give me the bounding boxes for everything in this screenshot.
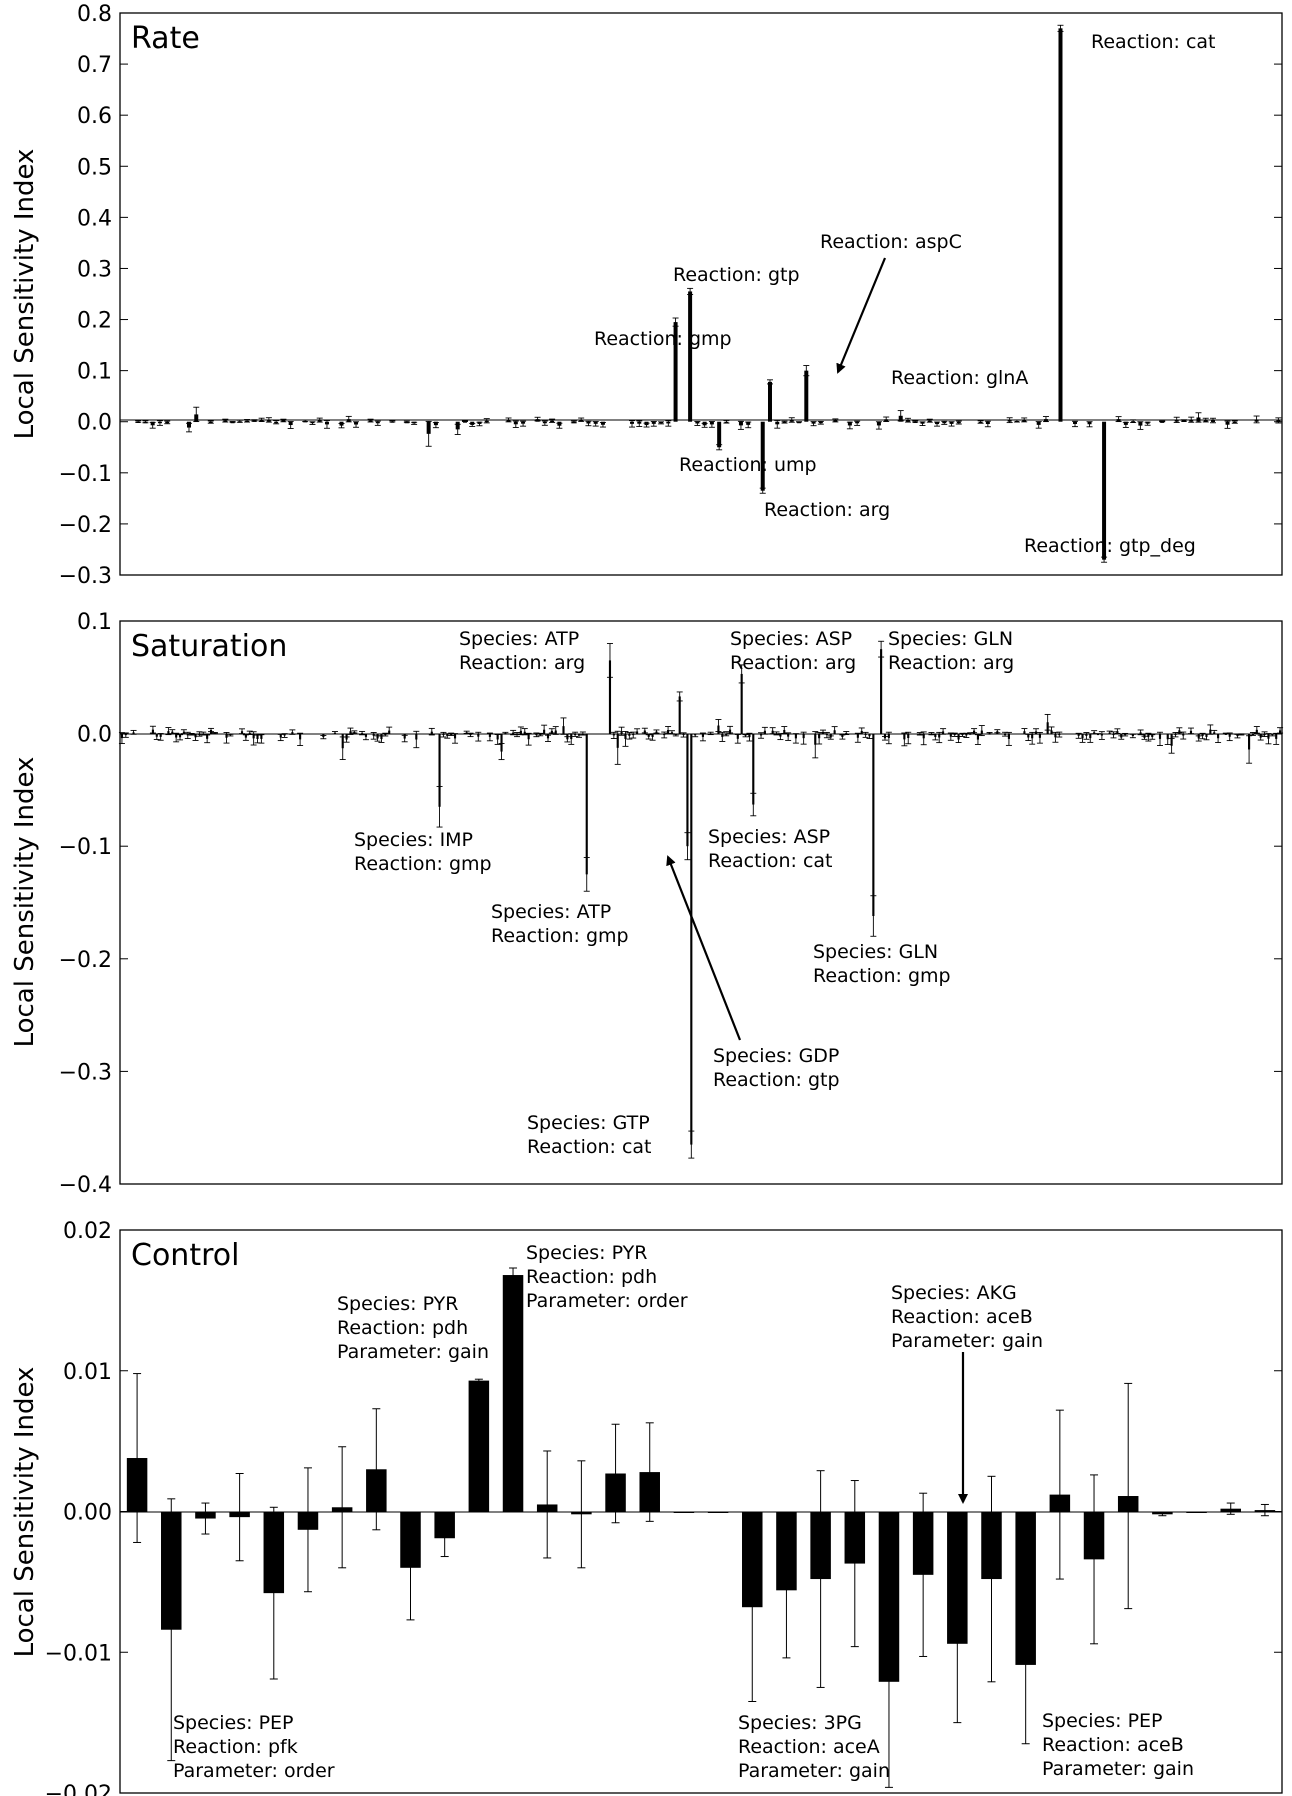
bar [468,1380,490,1512]
control-y-ticks: 0.02 0.01 0.00 −0.01 −0.02 [45,1219,1282,1796]
y-tick-label: −0.4 [59,1173,112,1198]
y-tick-label: 0.3 [77,257,112,282]
bar-annotation: Species: ATP Reaction: gmp [491,901,629,947]
bar [752,733,755,805]
y-tick-label: 0.2 [77,309,112,334]
bar [883,733,887,739]
bar-annotation: Species: PYR Reaction: pdh Parameter: orde… [526,1242,688,1312]
y-tick-label: 0.00 [63,1501,112,1526]
y-tick-label: −0.1 [59,462,112,487]
rate-y-axis-label: Local Sensitivity Index [10,149,40,440]
control-panel: Species: PYR Reaction: pdh Parameter: orde… [10,1219,1283,1796]
bar [880,649,883,734]
rate-panel-title: Rate [131,21,200,56]
y-tick-label: −0.1 [59,835,112,860]
bar-annotation: Species: GTP Reaction: cat [527,1112,652,1158]
saturation-panel-title: Saturation [131,629,287,664]
saturation-plot-frame [119,620,1283,1185]
bar [1143,733,1146,738]
bar-annotation: Species: ASP Reaction: cat [708,826,833,872]
control-annotations: Species: PYR Reaction: pdh Parameter: orde… [173,1242,1194,1782]
y-tick-label: 0.7 [77,53,112,78]
bar [608,660,612,734]
y-tick-label: −0.3 [59,1060,112,1085]
y-tick-label: −0.02 [45,1782,112,1796]
bar [804,370,809,422]
bar [872,733,875,917]
bar-annotation: Reaction: ump [679,454,817,476]
saturation-bars [118,640,1284,1159]
bar [688,291,693,422]
bar [1102,421,1107,560]
annotation-arrow [836,257,887,374]
annotation-arrow [666,855,742,1041]
bar-annotation: Reaction: gtp_deg [1024,535,1196,557]
bar-annotation: Reaction: gtp [673,264,800,286]
y-tick-label: 0.01 [63,1360,112,1385]
y-tick-label: 0.0 [77,411,112,436]
bar [673,322,678,422]
y-tick-label: 0.02 [63,1219,112,1244]
bar [438,733,441,807]
bar-annotation: Species: ATP Reaction: arg [459,628,585,674]
saturation-panel: Species: ATP Reaction: arg Species: ASP Rea… [10,610,1284,1198]
y-tick-label: 0.6 [77,104,112,129]
control-bars [126,1267,1276,1788]
bar [690,733,693,1145]
y-tick-label: −0.3 [59,564,112,589]
bar-annotation: Species: IMP Reaction: gmp [354,829,492,875]
bar-annotation: Reaction: arg [764,499,890,521]
bar-annotation: Reaction: gmp [594,328,732,350]
bar [678,696,681,734]
bar-annotation: Species: 3PG Reaction: aceA Parameter: gai… [738,1712,890,1782]
bar [686,733,689,847]
rate-plot-frame [119,12,1283,576]
y-tick-label: 0.1 [77,610,112,635]
bar-annotation: Species: ASP Reaction: arg [730,628,856,674]
bar-annotation: Species: PEP Reaction: aceB Parameter: gai… [1042,1710,1194,1780]
bar-annotation: Species: GLN Reaction: arg [888,628,1014,674]
bar-annotation: Species: AKG Reaction: aceB Parameter: gai… [891,1282,1043,1352]
y-tick-label: −0.2 [59,513,112,538]
y-tick-label: −0.01 [45,1641,112,1666]
control-panel-title: Control [131,1238,239,1273]
bar [500,733,503,752]
bar-annotation: Species: GLN Reaction: gmp [813,941,951,987]
rate-annotations: Reaction: cat Reaction: aspC Reaction: gtp… [594,31,1216,557]
y-tick-label: 0.8 [77,2,112,27]
rate-bars [135,24,1282,563]
bar [1058,28,1063,422]
bar-annotation: Species: PYR Reaction: pdh Parameter: gain [337,1293,489,1363]
bar-annotation: Reaction: glnA [891,367,1028,389]
bar-annotation: Species: GDP Reaction: gtp [713,1045,840,1091]
bar [740,673,743,734]
y-tick-label: 0.4 [77,206,112,231]
rate-y-ticks: 0.8 0.7 0.6 0.5 0.4 0.3 0.2 0.1 0.0 −0.1 −0.2 −0.3 [59,2,1282,589]
rate-panel: Reaction: cat Reaction: aspC Reaction: gtp… [10,2,1283,589]
saturation-annotations: Species: ATP Reaction: arg Species: ASP Rea… [354,628,1014,1158]
saturation-y-ticks: 0.1 0.0 −0.1 −0.2 −0.3 −0.4 [59,610,1282,1198]
y-tick-label: −0.2 [59,948,112,973]
bar-annotation: Species: PEP Reaction: pfk Parameter: orde… [173,1712,335,1782]
y-tick-label: 0.0 [77,723,112,748]
bar [585,733,588,875]
y-tick-label: 0.5 [77,155,112,180]
bar [502,1275,524,1512]
bar-annotation: Reaction: aspC [820,231,962,253]
control-y-axis-label: Local Sensitivity Index [10,1367,40,1658]
bar [767,381,772,422]
bar-annotation: Reaction: cat [1091,31,1216,53]
saturation-y-axis-label: Local Sensitivity Index [10,757,40,1048]
y-tick-label: 0.1 [77,360,112,385]
bar [760,421,765,491]
bar [717,421,722,448]
